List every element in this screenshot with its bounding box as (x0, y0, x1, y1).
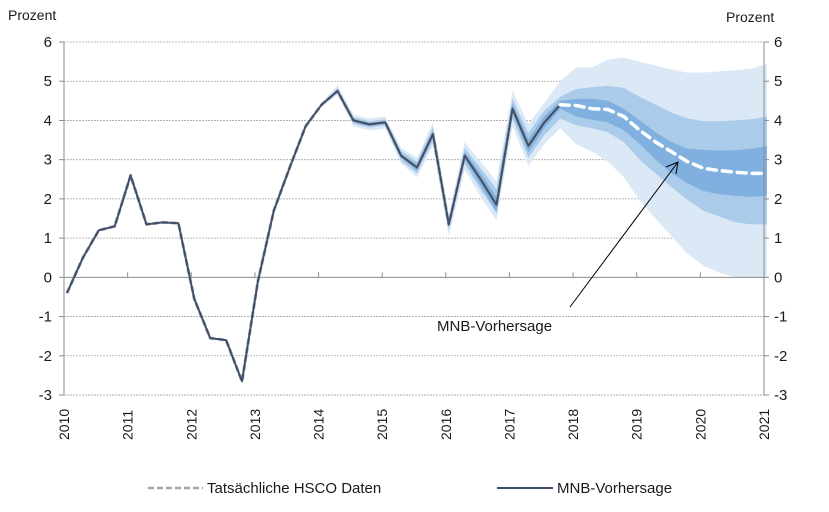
y-tick-label-right: 3 (774, 152, 782, 169)
tick-labels: -3 -3 -2 -2 -1 -1 0 0 1 1 2 2 3 3 4 4 5 5 6 6 2010 2011 2012 20… (39, 34, 788, 440)
legend: Tatsächliche HSCO Daten MNB-Vorhersage (148, 480, 672, 497)
annotation: MNB-Vorhersage (437, 161, 679, 335)
y-tick-label-left: 2 (44, 191, 52, 208)
y-tick-label-right: 5 (774, 73, 782, 90)
y-tick-label-right: 4 (774, 112, 782, 129)
series-lines (65, 89, 769, 383)
series-line-actual (65, 89, 562, 383)
y-tick-label-left: 3 (44, 152, 52, 169)
y-tick-label-left: -2 (39, 348, 52, 365)
y-tick-label-right: 2 (774, 191, 782, 208)
series-line-forecast-history (66, 90, 561, 383)
y-tick-label-right: -2 (774, 348, 787, 365)
x-tick-label: 2013 (247, 409, 263, 440)
fan-band-inner (305, 89, 767, 228)
y-tick-label-left: 4 (44, 112, 52, 129)
y-tick-label-right: -1 (774, 309, 787, 326)
x-tick-label: 2012 (183, 409, 199, 440)
y-tick-label-right: 1 (774, 230, 782, 247)
y-tick-label-right: 0 (774, 269, 782, 286)
fan-bands (305, 57, 767, 279)
y-tick-label-left: 5 (44, 73, 52, 90)
x-tick-label: 2014 (311, 409, 327, 440)
x-tick-label: 2018 (565, 409, 581, 440)
x-tick-label: 2019 (629, 409, 645, 440)
legend-item-actual: Tatsächliche HSCO Daten (148, 480, 381, 497)
legend-label-actual: Tatsächliche HSCO Daten (207, 480, 381, 497)
y-axis-title-right: Prozent (726, 9, 774, 25)
x-tick-label: 2016 (438, 409, 454, 440)
y-tick-label-left: 6 (44, 34, 52, 51)
x-tick-label: 2015 (374, 409, 390, 440)
y-axis-title-left: Prozent (8, 7, 56, 23)
legend-item-forecast: MNB-Vorhersage (497, 480, 672, 497)
y-tick-label-right: 6 (774, 34, 782, 51)
x-tick-label: 2020 (692, 409, 708, 440)
annotation-arrow-head (665, 161, 679, 175)
x-tick-label: 2021 (756, 409, 772, 440)
y-tick-label-right: -3 (774, 387, 787, 404)
x-tick-label: 2017 (501, 409, 517, 440)
annotation-arrow-line (569, 161, 679, 308)
y-tick-label-left: -3 (39, 387, 52, 404)
x-tick-label: 2010 (56, 409, 72, 440)
x-tick-label: 2011 (120, 410, 136, 440)
series-line-forecast-projection (558, 103, 769, 176)
legend-label-forecast: MNB-Vorhersage (557, 480, 672, 497)
y-tick-label-left: -1 (39, 309, 52, 326)
y-tick-label-left: 0 (44, 269, 52, 286)
axes (59, 41, 769, 396)
fan-band-middle (305, 85, 767, 231)
y-tick-label-left: 1 (44, 230, 52, 247)
annotation-text: MNB-Vorhersage (437, 318, 552, 335)
